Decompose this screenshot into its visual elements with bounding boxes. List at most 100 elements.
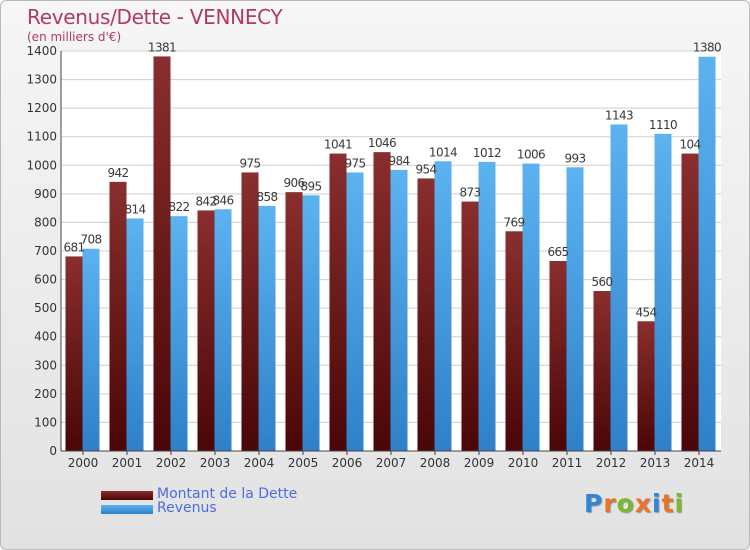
data-label-debt-2012: 560 [591, 275, 612, 289]
x-tick-label: 2001 [112, 456, 143, 470]
data-label-revenue-2006: 975 [344, 156, 365, 170]
bar-debt-2008 [417, 178, 435, 451]
logo-letter: i [674, 489, 685, 518]
data-label-debt-2004: 975 [239, 156, 260, 170]
y-tick-label: 400 [34, 330, 57, 344]
legend-swatch-revenue [101, 505, 153, 514]
data-label-debt-2006: 1041 [324, 138, 352, 152]
x-tick-label: 2014 [684, 456, 715, 470]
y-tick-label: 900 [34, 187, 57, 201]
data-label-revenue-2009: 1012 [473, 146, 501, 160]
bar-debt-2002 [153, 56, 171, 452]
bar-debt-2004 [241, 172, 259, 451]
data-label-revenue-2007: 984 [388, 154, 409, 168]
bar-debt-2009 [461, 201, 479, 451]
x-tick-label: 2009 [464, 456, 495, 470]
x-tick-label: 2004 [244, 456, 275, 470]
y-tick-label: 300 [34, 358, 57, 372]
y-tick-label: 1300 [26, 73, 57, 87]
logo-letter: x [634, 489, 652, 518]
data-label-debt-2001: 942 [107, 166, 128, 180]
y-tick-label: 700 [34, 244, 57, 258]
logo-letter: i [652, 489, 662, 518]
bar-debt-2005 [285, 192, 303, 451]
chart-title: Revenus/Dette - VENNECY [27, 5, 283, 29]
proxiti-logo: Proxiti [584, 489, 684, 518]
data-label-debt-2011: 665 [547, 245, 568, 259]
bar-revenue-2011 [566, 167, 584, 452]
x-tick-label: 2010 [508, 456, 539, 470]
legend-label-revenue: Revenus [157, 500, 217, 516]
x-tick-label: 2007 [376, 456, 407, 470]
x-tick-label: 2008 [420, 456, 451, 470]
x-tick-label: 2003 [200, 456, 231, 470]
y-tick-label: 600 [34, 273, 57, 287]
y-tick-label: 100 [34, 415, 57, 429]
data-label-debt-2014: 104 [679, 138, 700, 152]
y-tick-label: 1000 [26, 158, 57, 172]
bar-debt-2011 [549, 261, 567, 451]
data-label-revenue-2014: 1380 [693, 41, 721, 55]
data-label-debt-2010: 769 [503, 215, 524, 229]
bar-revenue-2008 [434, 161, 452, 452]
data-label-revenue-2005: 895 [300, 179, 321, 193]
data-label-revenue-2011: 993 [564, 151, 585, 165]
x-tick-label: 2000 [68, 456, 99, 470]
data-label-debt-2002: 1381 [148, 40, 176, 54]
y-tick-label: 1200 [26, 101, 57, 115]
x-tick-label: 2011 [552, 456, 583, 470]
logo-letter: r [603, 489, 617, 518]
bar-debt-2012 [593, 291, 611, 451]
logo-letter: o [616, 489, 635, 518]
data-label-revenue-2010: 1006 [517, 148, 545, 162]
bar-revenue-2012 [610, 124, 628, 451]
bar-revenue-2009 [478, 161, 496, 451]
bar-revenue-2000 [82, 248, 100, 451]
data-label-revenue-2013: 1110 [649, 118, 677, 132]
bar-revenue-2010 [522, 163, 540, 452]
y-tick-label: 0 [49, 444, 57, 458]
data-label-revenue-2012: 1143 [605, 108, 633, 122]
y-tick-label: 200 [34, 387, 57, 401]
logo-letter: P [584, 489, 604, 518]
data-label-revenue-2004: 858 [256, 190, 277, 204]
bar-revenue-2014 [698, 56, 716, 451]
data-label-revenue-2003: 846 [212, 193, 233, 207]
data-label-debt-2000: 681 [63, 240, 84, 254]
data-label-revenue-2001: 814 [124, 202, 145, 216]
y-tick-label: 1400 [26, 44, 57, 58]
bar-debt-2006 [329, 153, 347, 452]
bar-revenue-2002 [170, 216, 188, 451]
bar-revenue-2005 [302, 195, 320, 451]
bar-revenue-2006 [346, 172, 364, 451]
legend-label-debt: Montant de la Dette [157, 486, 298, 502]
data-label-debt-2009: 873 [459, 186, 480, 200]
x-tick-label: 2005 [288, 456, 319, 470]
data-label-debt-2013: 454 [635, 305, 656, 319]
data-label-debt-2008: 954 [415, 162, 436, 176]
bar-debt-2013 [637, 321, 655, 451]
bar-debt-2003 [197, 210, 215, 451]
bar-debt-2014 [681, 153, 699, 452]
data-label-revenue-2008: 1014 [429, 145, 457, 159]
x-tick-label: 2006 [332, 456, 363, 470]
bar-debt-2010 [505, 231, 523, 451]
data-label-debt-2003: 842 [195, 194, 216, 208]
x-tick-label: 2012 [596, 456, 627, 470]
bar-revenue-2004 [258, 205, 276, 451]
bar-debt-2001 [109, 181, 127, 451]
y-tick-label: 500 [34, 301, 57, 315]
bar-revenue-2013 [654, 133, 672, 451]
bar-revenue-2003 [214, 209, 232, 451]
y-tick-label: 800 [34, 215, 57, 229]
bar-debt-2007 [373, 152, 391, 451]
data-label-debt-2005: 906 [283, 176, 304, 190]
bar-debt-2000 [65, 256, 83, 451]
chart-subtitle: (en milliers d'€) [27, 30, 122, 44]
x-tick-label: 2002 [156, 456, 187, 470]
bar-revenue-2001 [126, 218, 144, 451]
bar-revenue-2007 [390, 169, 408, 451]
logo-letter: t [661, 489, 675, 518]
data-label-revenue-2002: 822 [168, 200, 189, 214]
